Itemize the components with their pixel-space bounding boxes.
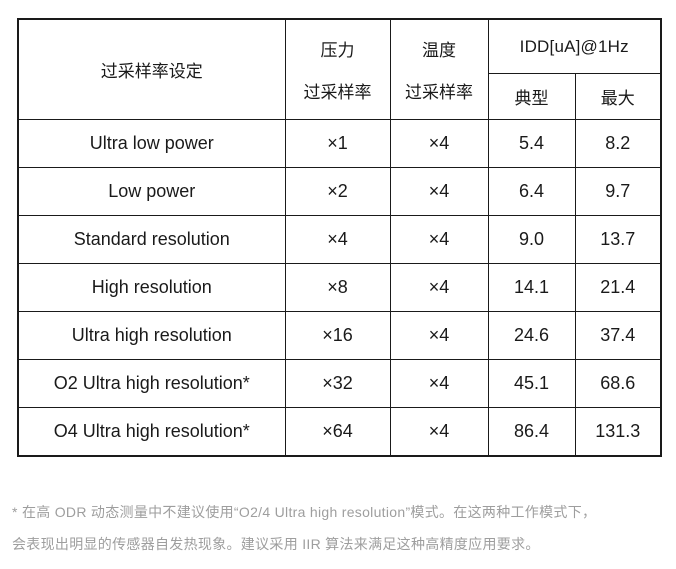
header-pressure-line2: 过采样率 [303, 82, 372, 102]
footnote-line-2: 会表现出明显的传感器自发热现象。建议采用 IIR 算法来满足这种高精度应用要求。 [12, 536, 540, 552]
header-row-1: 过采样率设定 压力 过采样率 温度 过采样率 IDD[uA]@1Hz [17, 18, 662, 120]
header-setting-label: 过采样率设定 [100, 62, 203, 81]
header-temperature-line2: 过采样率 [405, 82, 473, 102]
table-row: High resolution ×8 ×4 14.1 21.4 [17, 263, 662, 312]
header-max: 最大 [574, 73, 662, 120]
header-idd-label: IDD[uA]@1Hz [519, 36, 629, 56]
cell-max: 131.3 [574, 407, 662, 456]
cell-temperature: ×4 [389, 311, 489, 360]
cell-typical: 5.4 [487, 119, 576, 168]
table-row: Ultra low power ×1 ×4 5.4 8.2 [17, 119, 662, 168]
cell-setting: O2 Ultra high resolution* [17, 359, 286, 408]
table-row: O4 Ultra high resolution* ×64 ×4 86.4 13… [17, 407, 662, 456]
cell-pressure: ×4 [284, 215, 391, 264]
cell-temperature: ×4 [389, 263, 489, 312]
cell-setting: High resolution [17, 263, 286, 312]
cell-pressure: ×32 [284, 359, 391, 408]
cell-max: 13.7 [574, 215, 662, 264]
header-idd: IDD[uA]@1Hz [487, 18, 662, 75]
cell-setting: Standard resolution [17, 215, 286, 264]
cell-temperature: ×4 [389, 119, 489, 168]
cell-typical: 45.1 [487, 359, 576, 408]
cell-typical: 9.0 [487, 215, 576, 264]
cell-max: 68.6 [574, 359, 662, 408]
cell-pressure: ×1 [284, 119, 391, 168]
cell-max: 21.4 [574, 263, 662, 312]
table-row: Low power ×2 ×4 6.4 9.7 [17, 167, 662, 216]
table-row: Standard resolution ×4 ×4 9.0 13.7 [17, 215, 662, 264]
header-setting: 过采样率设定 [17, 18, 286, 120]
footnote: * 在高 ODR 动态测量中不建议使用“O2/4 Ultra high reso… [12, 496, 670, 560]
oversampling-spec-table: 过采样率设定 压力 过采样率 温度 过采样率 IDD[uA]@1Hz 典型 [17, 18, 662, 457]
cell-typical: 6.4 [487, 167, 576, 216]
cell-temperature: ×4 [389, 407, 489, 456]
footnote-line-1: * 在高 ODR 动态测量中不建议使用“O2/4 Ultra high reso… [12, 504, 597, 520]
cell-temperature: ×4 [389, 215, 489, 264]
header-pressure-oversampling: 压力 过采样率 [284, 18, 391, 120]
header-row-2: 典型 最大 [18, 73, 662, 120]
table-row: Ultra high resolution ×16 ×4 24.6 37.4 [17, 311, 662, 360]
cell-pressure: ×2 [284, 167, 391, 216]
cell-typical: 24.6 [487, 311, 576, 360]
header-max-label: 最大 [600, 89, 635, 109]
cell-setting: Low power [17, 167, 286, 216]
cell-max: 8.2 [574, 119, 662, 168]
cell-typical: 86.4 [487, 407, 576, 456]
cell-pressure: ×16 [284, 311, 391, 360]
header-temperature-oversampling: 温度 过采样率 [389, 18, 489, 120]
cell-max: 9.7 [574, 167, 662, 216]
cell-pressure: ×64 [284, 407, 391, 456]
header-typical-label: 典型 [514, 89, 549, 109]
cell-setting: Ultra high resolution [17, 311, 286, 360]
cell-temperature: ×4 [389, 359, 489, 408]
cell-pressure: ×8 [284, 263, 391, 312]
cell-setting: Ultra low power [17, 119, 286, 168]
header-temperature-line1: 温度 [422, 41, 456, 61]
cell-setting: O4 Ultra high resolution* [17, 407, 286, 456]
header-typical: 典型 [487, 73, 576, 120]
cell-typical: 14.1 [487, 263, 576, 312]
cell-temperature: ×4 [389, 167, 489, 216]
header-pressure-line1: 压力 [320, 41, 355, 61]
cell-max: 37.4 [574, 311, 662, 360]
table-row: O2 Ultra high resolution* ×32 ×4 45.1 68… [17, 359, 662, 408]
